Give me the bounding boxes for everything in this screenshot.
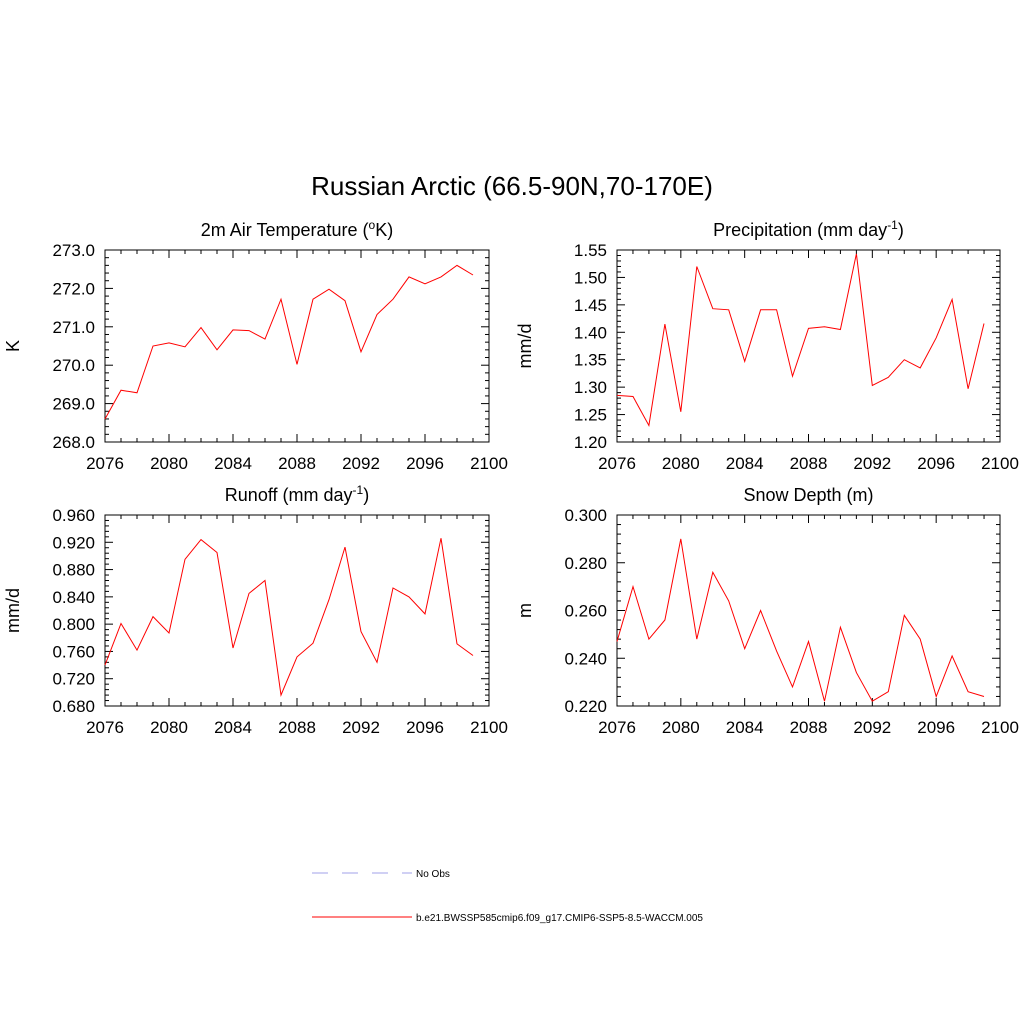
y-tick-label: 0.300 xyxy=(564,506,607,525)
y-tick-label: 270.0 xyxy=(52,356,95,375)
x-tick-label: 2084 xyxy=(214,718,252,737)
panel-title-text: Snow Depth (m) xyxy=(743,485,873,505)
y-tick-label: 0.960 xyxy=(52,506,95,525)
y-tick-label: 0.260 xyxy=(564,602,607,621)
y-tick-label: 271.0 xyxy=(52,318,95,337)
y-tick-label: 1.45 xyxy=(574,296,607,315)
x-tick-label: 2096 xyxy=(917,718,955,737)
x-tick-label: 2088 xyxy=(790,718,828,737)
series-line xyxy=(104,264,474,420)
x-tick-label: 2076 xyxy=(86,454,124,473)
x-tick-label: 2088 xyxy=(278,454,316,473)
y-tick-label: 0.840 xyxy=(52,588,95,607)
panel-title-suffix: K) xyxy=(375,220,393,240)
y-axis-label: K xyxy=(3,340,23,352)
y-tick-label: 0.240 xyxy=(564,649,607,668)
y-tick-label: 269.0 xyxy=(52,395,95,414)
panel-title: 2m Air Temperature (oK) xyxy=(201,218,393,240)
legend-label-model: b.e21.BWSSP585cmip6.f09_g17.CMIP6-SSP5-8… xyxy=(416,913,703,924)
panel-runoff: Runoff (mm day-1) mm/d 2076 2080 2084 2088 209… xyxy=(3,483,508,737)
x-tick-label: 2076 xyxy=(86,718,124,737)
y-tick-label: 1.25 xyxy=(574,406,607,425)
panel-air-temperature: 2m Air Temperature (oK) K 2076 2080 2084 2088… xyxy=(3,218,508,473)
panel-title-superscript: -1 xyxy=(353,483,364,497)
y-tick-label: 1.20 xyxy=(574,433,607,452)
y-tick-label: 0.880 xyxy=(52,561,95,580)
panel-title-superscript: o xyxy=(369,218,376,232)
x-tick-label: 2084 xyxy=(214,454,252,473)
x-tick-label: 2096 xyxy=(917,454,955,473)
y-tick-label: 1.35 xyxy=(574,351,607,370)
panel-title-text: Runoff (mm day xyxy=(225,485,353,505)
panel-title-suffix: ) xyxy=(363,485,369,505)
y-tick-label: 0.800 xyxy=(52,615,95,634)
x-tick-label: 2096 xyxy=(406,718,444,737)
x-tick-label: 2100 xyxy=(981,454,1019,473)
x-tick-label: 2080 xyxy=(662,454,700,473)
x-tick-label: 2092 xyxy=(342,454,380,473)
x-tick-label: 2076 xyxy=(598,454,636,473)
y-tick-label: 1.40 xyxy=(574,323,607,342)
legend-label-no-obs: No Obs xyxy=(416,869,450,880)
panel-snow-depth: Snow Depth (m) m 2076 2080 2084 2088 2092 2096 2… xyxy=(515,485,1019,737)
x-tick-label: 2080 xyxy=(662,718,700,737)
x-tick-label: 2092 xyxy=(853,454,891,473)
x-tick-label: 2092 xyxy=(342,718,380,737)
series-line xyxy=(616,538,985,702)
y-axis-label: m xyxy=(515,603,535,618)
figure-title: Russian Arctic (66.5-90N,70-170E) xyxy=(311,171,713,201)
panel-title: Precipitation (mm day-1) xyxy=(713,218,904,240)
x-tick-label: 2092 xyxy=(853,718,891,737)
y-axis-label: mm/d xyxy=(3,588,23,633)
x-tick-label: 2088 xyxy=(278,718,316,737)
x-tick-label: 2100 xyxy=(470,454,508,473)
y-tick-label: 1.55 xyxy=(574,241,607,260)
x-tick-label: 2100 xyxy=(470,718,508,737)
panel-title-text: 2m Air Temperature ( xyxy=(201,220,369,240)
y-tick-label: 0.220 xyxy=(564,697,607,716)
panel-title-text: Precipitation (mm day xyxy=(713,220,887,240)
x-tick-label: 2076 xyxy=(598,718,636,737)
x-tick-label: 2096 xyxy=(406,454,444,473)
panel-title-suffix: ) xyxy=(898,220,904,240)
panel-title-superscript: -1 xyxy=(887,218,898,232)
y-axis-label: mm/d xyxy=(515,324,535,369)
series-line xyxy=(104,538,474,697)
series-line xyxy=(616,253,985,428)
x-tick-label: 2080 xyxy=(150,454,188,473)
y-tick-label: 0.920 xyxy=(52,533,95,552)
y-tick-label: 0.760 xyxy=(52,642,95,661)
x-tick-label: 2088 xyxy=(790,454,828,473)
panel-title: Runoff (mm day-1) xyxy=(225,483,369,505)
x-tick-label: 2084 xyxy=(726,718,764,737)
y-tick-label: 268.0 xyxy=(52,433,95,452)
y-tick-label: 1.50 xyxy=(574,268,607,287)
y-tick-label: 0.680 xyxy=(52,697,95,716)
y-tick-label: 1.30 xyxy=(574,378,607,397)
y-tick-label: 273.0 xyxy=(52,241,95,260)
x-tick-label: 2080 xyxy=(150,718,188,737)
x-tick-label: 2100 xyxy=(981,718,1019,737)
y-tick-label: 0.280 xyxy=(564,554,607,573)
x-tick-label: 2084 xyxy=(726,454,764,473)
panel-title: Snow Depth (m) xyxy=(743,485,873,505)
panel-precipitation: Precipitation (mm day-1) mm/d 2076 2080 2084… xyxy=(515,218,1019,473)
y-tick-label: 272.0 xyxy=(52,279,95,298)
legend: No Obs b.e21.BWSSP585cmip6.f09_g17.CMIP6… xyxy=(312,869,703,924)
y-tick-label: 0.720 xyxy=(52,670,95,689)
